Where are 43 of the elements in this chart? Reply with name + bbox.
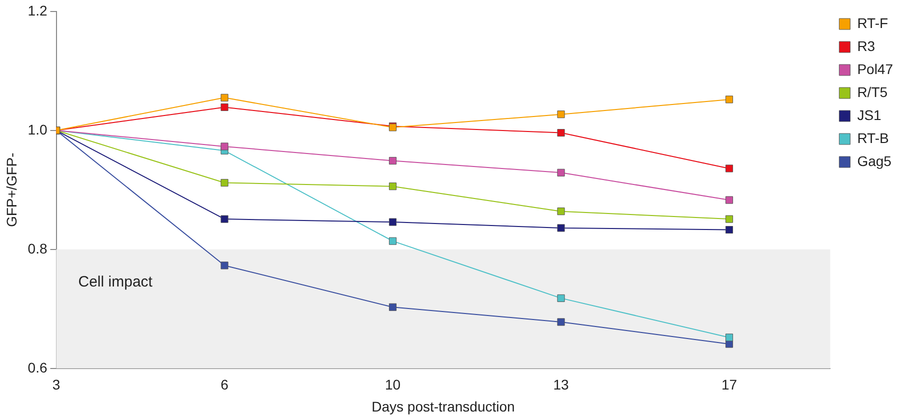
legend-label: Pol47 [857,60,894,77]
point [557,208,565,216]
point [725,215,734,223]
point [725,334,734,342]
point [557,128,565,137]
x-tick-label: 13 [553,376,569,393]
point [725,196,734,204]
legend-label: RT-F [857,14,888,31]
y-tick-label: 1.2 [28,2,48,18]
legend-label: R3 [857,38,876,54]
point [220,262,228,270]
point [388,303,397,311]
point [557,294,565,302]
point [388,218,397,226]
point [557,168,565,176]
point [557,110,565,118]
x-tick-label: 10 [384,376,401,393]
legend-label: JS1 [857,106,882,123]
point [557,318,565,326]
point [220,103,228,111]
legend-label: R/T5 [857,84,888,100]
point [388,182,397,190]
x-axis-title: Days post-transduction [372,398,515,414]
point [220,94,228,102]
point [220,142,228,150]
point [725,96,734,104]
point [388,156,397,165]
x-tick-label: 3 [52,376,60,393]
y-tick-label: 0.6 [28,359,48,376]
point [725,226,734,234]
point [725,164,734,172]
point [557,224,565,232]
legend-label: RT-B [857,130,889,146]
x-tick-label: 6 [220,376,229,393]
legend-label: Gag5 [857,152,892,169]
y-tick-label: 1.0 [28,121,48,138]
point [388,237,397,245]
y-axis-title: GFP+/GFP- [3,152,20,228]
point [220,178,228,187]
x-tick-label: 17 [721,376,738,393]
y-tick-label: 0.8 [28,240,48,256]
point [220,215,228,223]
band-label: Cell impact [78,274,154,291]
